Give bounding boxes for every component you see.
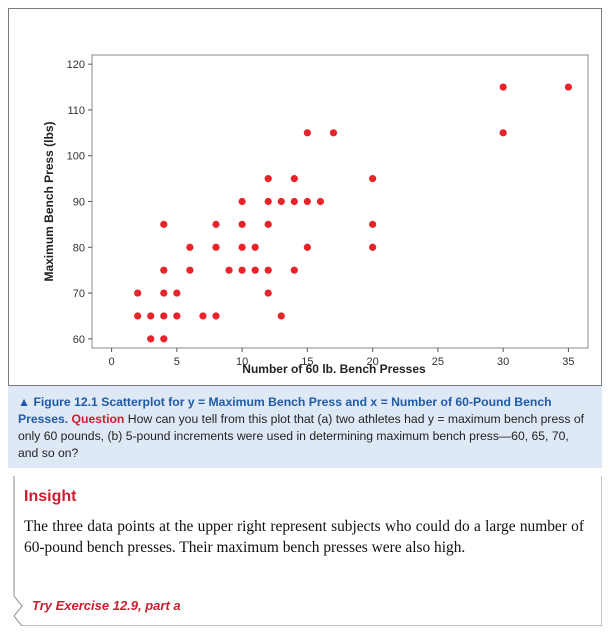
data-point bbox=[564, 83, 573, 91]
data-point bbox=[212, 243, 220, 251]
data-point bbox=[499, 129, 507, 137]
data-point bbox=[290, 197, 298, 206]
data-point bbox=[238, 220, 246, 228]
question-text: How can you tell from this plot that (a)… bbox=[18, 412, 584, 460]
insight-frame bbox=[13, 476, 602, 626]
data-point bbox=[173, 289, 181, 297]
data-point bbox=[238, 243, 246, 251]
data-point bbox=[251, 266, 259, 274]
insight-box: Insight The three data points at the upp… bbox=[8, 476, 602, 626]
data-point bbox=[160, 312, 168, 320]
data-point bbox=[134, 289, 142, 297]
data-point bbox=[186, 266, 194, 274]
data-point bbox=[316, 197, 325, 206]
x-tick-label: 25 bbox=[432, 356, 444, 368]
insight-body: The three data points at the upper right… bbox=[24, 518, 584, 556]
data-point bbox=[277, 197, 285, 206]
data-point bbox=[369, 175, 377, 183]
data-point bbox=[212, 220, 220, 228]
y-tick-label: 70 bbox=[73, 288, 85, 300]
data-point bbox=[303, 129, 311, 137]
data-point bbox=[160, 266, 168, 274]
data-point bbox=[199, 312, 207, 320]
x-tick-label: 35 bbox=[562, 356, 574, 368]
x-tick-label: 10 bbox=[236, 356, 248, 368]
y-tick-label: 60 bbox=[73, 334, 85, 346]
data-point bbox=[173, 312, 181, 320]
data-point bbox=[186, 243, 194, 251]
data-point bbox=[264, 289, 272, 297]
data-point bbox=[264, 220, 272, 228]
data-point bbox=[212, 312, 220, 320]
figure-title: Scatterplot for y = Maximum Bench Press … bbox=[18, 395, 552, 426]
data-point bbox=[369, 243, 377, 251]
data-point bbox=[369, 220, 377, 228]
figure-label-and-title: ▲ Figure 12.1 Scatterplot for y = Maximu… bbox=[18, 395, 552, 426]
data-point bbox=[238, 197, 246, 206]
figure-label: ▲ Figure 12.1 bbox=[18, 395, 98, 409]
data-point bbox=[277, 312, 285, 320]
points-layer bbox=[134, 83, 573, 343]
chart-frame: Maximum Bench Press (lbs) Number of 60 l… bbox=[8, 8, 602, 386]
y-tick-label: 90 bbox=[73, 197, 85, 209]
data-point bbox=[251, 243, 259, 251]
x-tick-label: 20 bbox=[367, 356, 379, 368]
y-tick-label: 120 bbox=[67, 59, 85, 71]
x-tick-label: 0 bbox=[109, 356, 115, 368]
data-point bbox=[264, 197, 272, 206]
insight-heading: Insight bbox=[24, 488, 77, 505]
plot-area bbox=[91, 54, 589, 349]
x-axis-title: Number of 60 lb. Bench Presses bbox=[242, 362, 426, 376]
y-tick-label: 100 bbox=[67, 151, 85, 163]
data-point bbox=[264, 266, 272, 274]
x-tick-label: 30 bbox=[497, 356, 509, 368]
x-tick-label: 5 bbox=[174, 356, 180, 368]
data-point bbox=[160, 289, 168, 297]
data-point bbox=[238, 266, 246, 274]
data-point bbox=[499, 83, 507, 91]
data-point bbox=[147, 312, 155, 320]
data-point bbox=[225, 266, 233, 274]
data-point bbox=[160, 220, 168, 228]
data-point bbox=[147, 335, 155, 343]
y-tick-label: 110 bbox=[67, 105, 85, 117]
data-point bbox=[303, 243, 311, 251]
ticks-layer: 0 5 10 15 20 25 30 35 60 70 80 90 100 110 120 bbox=[67, 59, 575, 368]
y-axis-title-group: Maximum Bench Press (lbs) bbox=[42, 121, 56, 281]
data-point bbox=[134, 312, 142, 320]
y-axis-title: Maximum Bench Press (lbs) bbox=[42, 121, 56, 281]
y-tick-label: 80 bbox=[73, 242, 85, 254]
data-point bbox=[290, 266, 298, 274]
scatterplot: Maximum Bench Press (lbs) Number of 60 l… bbox=[42, 54, 589, 376]
data-point bbox=[264, 175, 272, 183]
data-point bbox=[290, 175, 298, 183]
data-point bbox=[303, 197, 311, 206]
try-exercise-link[interactable]: Try Exercise 12.9, part a bbox=[32, 598, 181, 613]
data-point bbox=[160, 335, 168, 343]
data-point bbox=[329, 129, 338, 137]
figure-caption: ▲ Figure 12.1 Scatterplot for y = Maximu… bbox=[8, 386, 602, 468]
x-tick-label: 15 bbox=[301, 356, 313, 368]
question-label: Question bbox=[71, 412, 125, 426]
